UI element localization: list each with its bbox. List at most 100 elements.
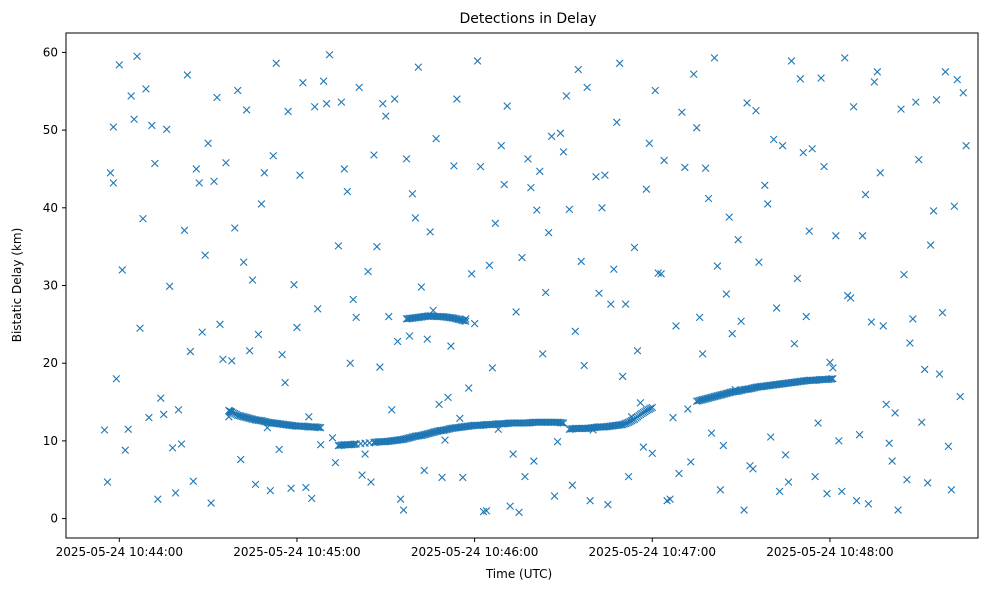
track-detection-point xyxy=(416,431,424,440)
detection-point xyxy=(393,337,402,346)
detection-point xyxy=(159,410,168,419)
detection-point xyxy=(349,295,358,304)
detection-point xyxy=(103,478,112,486)
track-detection-point xyxy=(749,384,757,392)
track-detection-point xyxy=(405,433,414,442)
detection-point xyxy=(423,335,432,343)
detection-point xyxy=(660,156,668,165)
detection-point xyxy=(269,151,278,160)
track-detection-point xyxy=(829,374,837,383)
detection-point xyxy=(485,261,494,270)
detection-point xyxy=(293,323,301,332)
detection-point xyxy=(254,330,263,339)
detection-point xyxy=(873,68,882,76)
track-detection-point xyxy=(747,384,756,393)
track-detection-point xyxy=(721,390,729,398)
detection-point xyxy=(479,507,488,516)
detection-point xyxy=(755,258,763,266)
detection-point xyxy=(595,289,603,298)
detection-point xyxy=(533,206,541,214)
detection-point xyxy=(482,507,491,515)
detection-point xyxy=(290,280,298,289)
detection-point xyxy=(719,441,728,450)
detection-point xyxy=(376,363,384,371)
detection-point xyxy=(882,400,890,409)
detection-point xyxy=(168,444,177,452)
detection-point xyxy=(858,231,867,240)
track-detection-point xyxy=(451,314,460,323)
track-detection-point xyxy=(700,395,708,404)
detection-point xyxy=(944,442,953,451)
x-tick-label: 2025-05-24 10:46:00 xyxy=(411,545,538,559)
detection-point xyxy=(509,450,517,458)
detection-point xyxy=(192,165,201,173)
detection-point xyxy=(145,413,153,422)
detection-point xyxy=(607,300,615,308)
detection-point xyxy=(571,327,580,336)
detection-point xyxy=(296,171,304,179)
detection-point xyxy=(891,409,899,417)
track-detection-point xyxy=(710,392,719,401)
detection-point xyxy=(266,486,275,495)
detection-point xyxy=(305,413,313,421)
detection-point xyxy=(171,489,180,497)
detection-point xyxy=(535,167,544,176)
detection-point xyxy=(239,258,248,266)
track-detection-point xyxy=(826,375,834,383)
track-detection-point xyxy=(715,391,723,400)
detection-point xyxy=(565,205,574,214)
detection-point xyxy=(840,54,849,62)
track-detection-point xyxy=(404,434,412,442)
detection-point xyxy=(612,118,621,127)
detection-point xyxy=(124,425,132,434)
track-detection-point xyxy=(233,411,242,420)
detection-point xyxy=(867,318,876,326)
detection-point xyxy=(568,481,577,489)
track-detection-point xyxy=(424,429,433,438)
detection-point xyxy=(476,162,485,171)
detection-point xyxy=(912,98,920,106)
detection-point xyxy=(115,61,124,69)
detection-point xyxy=(340,165,349,173)
detection-point xyxy=(734,235,742,244)
detection-point xyxy=(538,350,547,358)
detection-point xyxy=(953,75,962,84)
detection-point xyxy=(678,108,686,117)
detection-point xyxy=(390,95,399,103)
detection-point xyxy=(228,357,236,365)
detection-point xyxy=(796,75,805,83)
detection-point xyxy=(319,77,328,85)
track-detection-point xyxy=(461,317,470,326)
detection-point xyxy=(740,506,748,514)
detection-point xyxy=(162,125,171,134)
detection-point xyxy=(929,207,938,215)
x-tick-label: 2025-05-24 10:44:00 xyxy=(56,545,183,559)
x-axis: 2025-05-24 10:44:00 2025-05-24 10:45:00 20… xyxy=(56,538,894,559)
detection-point xyxy=(491,219,500,228)
detection-point xyxy=(379,99,387,108)
track-detection-point xyxy=(407,433,415,442)
track-detection-point xyxy=(419,431,427,439)
detection-point xyxy=(272,59,281,68)
track-detection-point xyxy=(716,391,725,399)
detection-point xyxy=(749,465,757,473)
track-detection-point xyxy=(402,434,411,443)
detection-point xyxy=(278,350,286,359)
y-tick-label: 50 xyxy=(43,123,58,137)
plot-frame xyxy=(65,32,979,539)
track-detection-point xyxy=(236,412,245,420)
detection-point xyxy=(722,290,731,298)
detection-point xyxy=(109,123,118,131)
track-detection-point xyxy=(439,426,448,434)
detection-point xyxy=(201,251,209,259)
detection-point xyxy=(204,139,212,148)
track-detection-point xyxy=(454,315,463,324)
detection-point xyxy=(313,305,322,313)
detection-point xyxy=(497,141,506,150)
detection-point xyxy=(787,57,796,65)
detection-point xyxy=(728,329,737,338)
detection-point xyxy=(820,162,828,171)
track-detection-point xyxy=(460,317,469,325)
detection-point xyxy=(219,355,227,364)
detection-point xyxy=(408,190,417,198)
